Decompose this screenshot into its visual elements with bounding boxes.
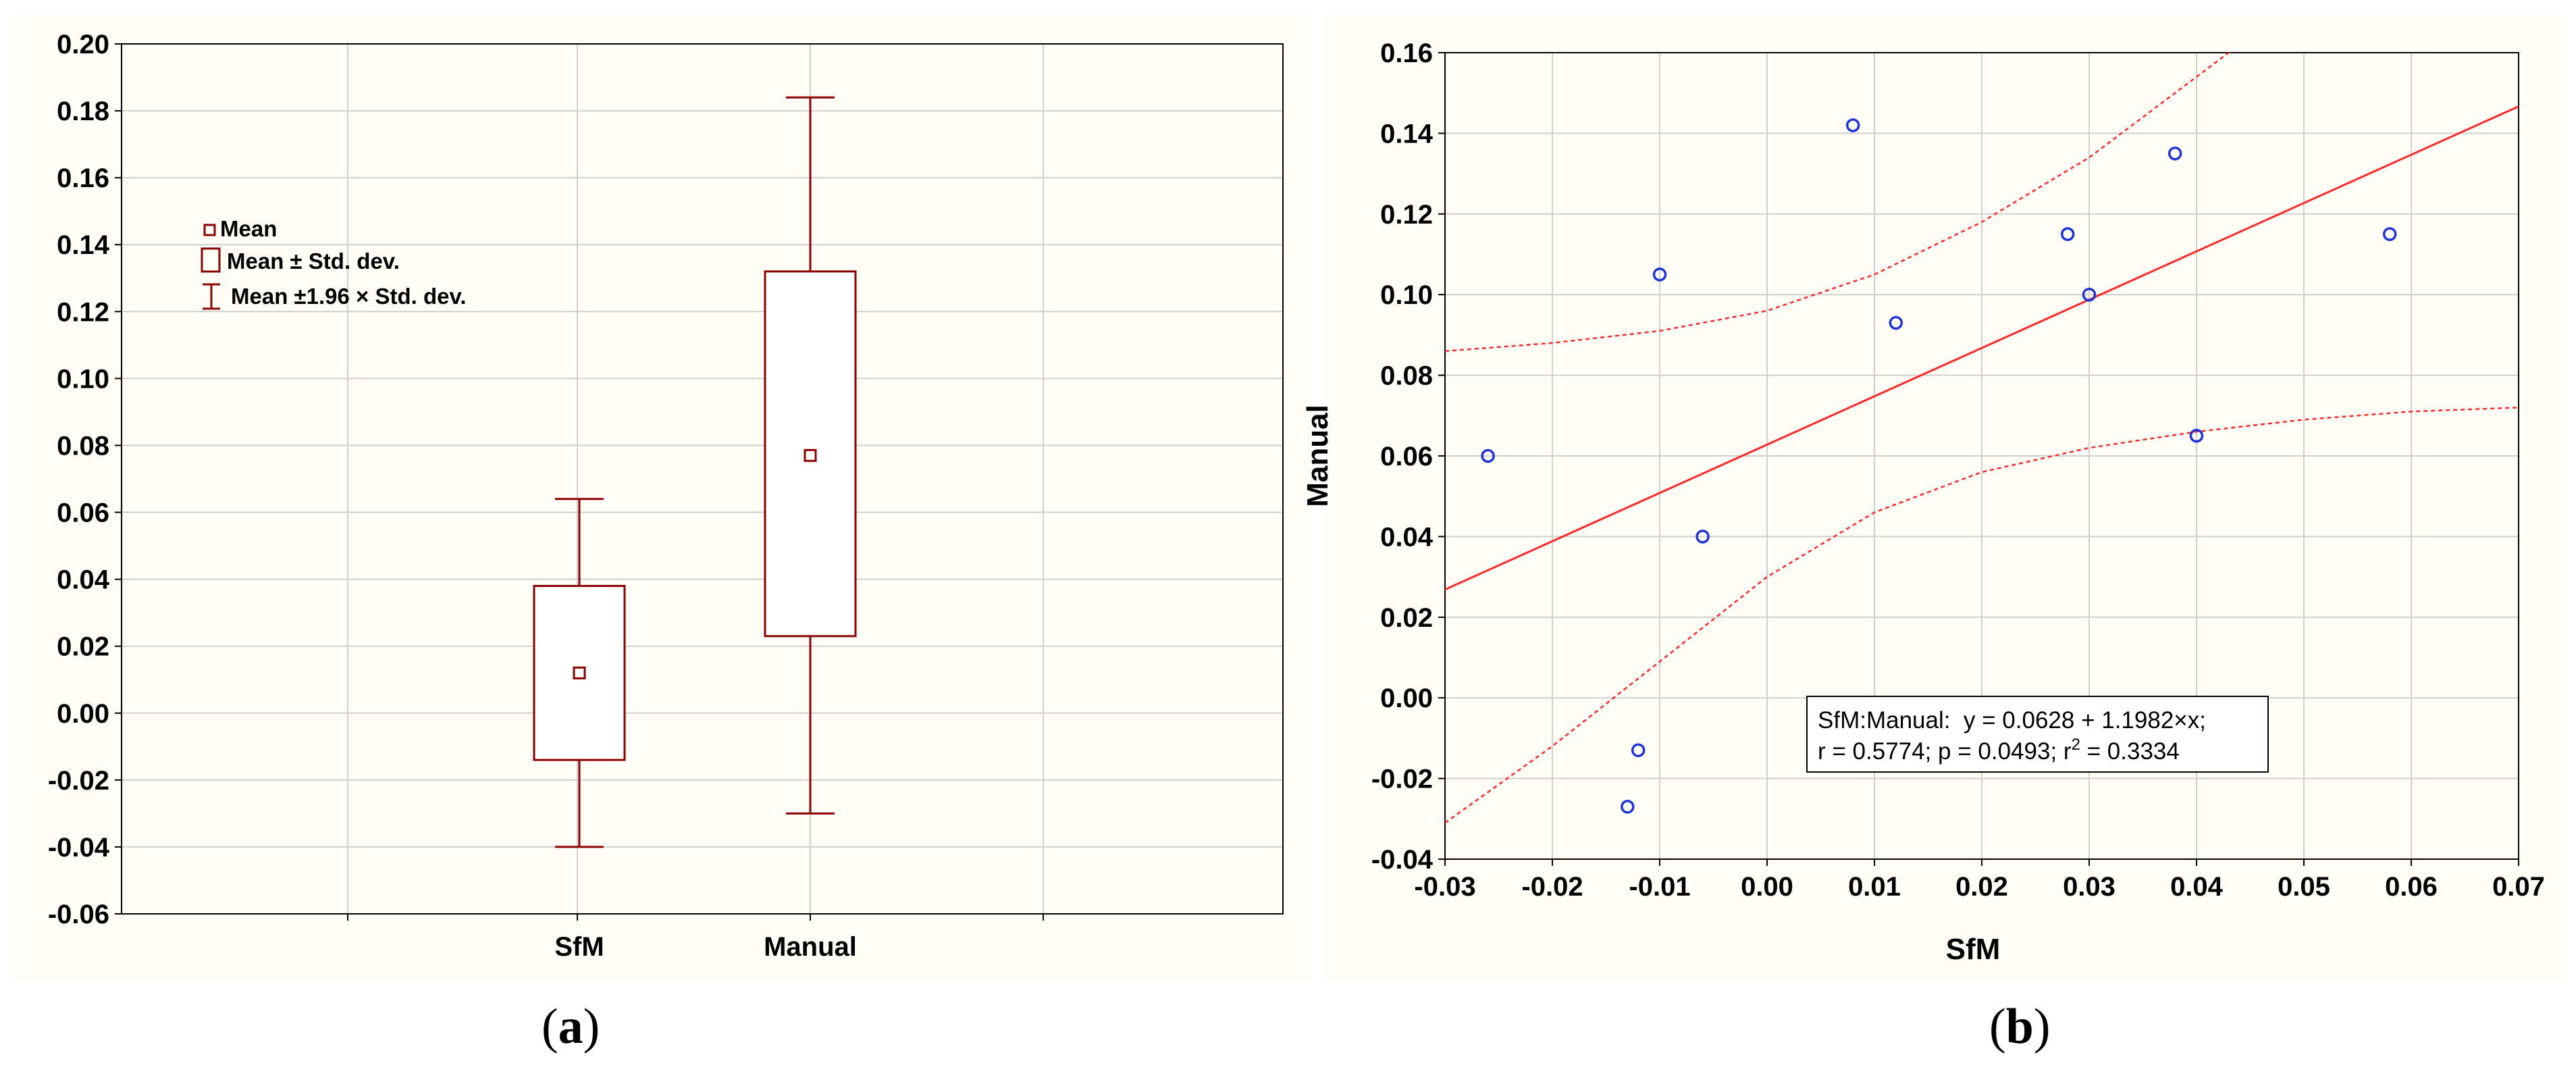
box-manual [764,96,857,815]
panel-b-background [1325,15,2566,979]
regression-line [1445,105,2519,591]
y-tick-label: 0.10 [57,364,109,394]
caption-b-letter: b [2005,999,2034,1054]
annotation-superscript: 2 [2072,736,2080,754]
caption-a-close: ) [583,999,600,1054]
x-tick-label: 0.04 [2170,872,2224,902]
y-tick-label: -0.04 [1371,845,1434,875]
y-tick-label: 0.06 [1380,442,1433,471]
confidence-band-upper [1445,53,2230,353]
scatter-point [2060,227,2075,241]
scatter-point [1696,530,1710,544]
legend-mean-marker [203,224,216,236]
y-tick-label: 0.08 [1380,361,1433,391]
annotation-line-2-suffix: = 0.3334 [2080,738,2180,765]
mean-marker [804,448,817,462]
annotation-line-1: SfM:Manual: y = 0.0628 + 1.1982×x; [1818,707,2206,734]
x-tick-label: -0.01 [1629,872,1690,902]
scatter-x-axis-title: SfM [1946,933,2001,966]
box-plot-legend: Mean Mean ± Std. dev. Mean ±1.96 × Std. … [201,216,467,310]
y-tick-label: 0.18 [57,97,109,126]
x-tick-label: -0.03 [1414,872,1475,902]
sd-box [764,270,857,638]
box-plot-frame [121,43,1284,915]
y-tick-label: 0.12 [1380,200,1433,230]
y-tick-label: -0.02 [48,766,109,796]
x-tick-label: 0.06 [2385,872,2438,902]
mean-marker [573,666,586,679]
panel-a-background [14,15,1311,979]
scatter-point [1631,743,1646,758]
legend-sd-marker [201,247,221,273]
y-tick-label: 0.16 [1380,38,1433,68]
scatter-y-ticks: -0.04 -0.02 0.00 0.02 0.04 0.06 0.08 0.10 0.12 0.… [1371,38,1445,875]
scatter-point [2189,428,2204,443]
regression-annotation: SfM:Manual: y = 0.0628 + 1.1982×x; r = 0… [1806,696,2269,773]
box-plot-y-ticks: -0.06 -0.04 -0.02 0.00 0.02 0.04 0.06 0.08 0.10 0… [48,30,122,929]
annotation-box [1806,696,2269,773]
y-tick-label: 0.14 [57,230,110,260]
legend-sd-label: Mean ± Std. dev. [227,249,400,274]
scatter-point [1652,267,1667,282]
y-tick-label: 0.08 [57,431,109,461]
x-tick-label: 0.02 [1955,872,2008,902]
y-tick-label: 0.06 [57,498,109,528]
y-tick-label: 0.00 [57,699,109,729]
y-tick-label: -0.06 [48,900,109,929]
y-tick-label: 0.20 [57,30,109,59]
y-tick-label: 0.04 [57,565,110,595]
legend-whisker-label: Mean ±1.96 × Std. dev. [231,284,467,309]
legend-mean-label: Mean [220,216,277,241]
box-sfm [533,498,626,848]
caption-b: (b) [1989,998,2050,1056]
y-tick-label: 0.14 [1380,119,1434,149]
x-tick-label: 0.05 [2278,872,2330,902]
scatter-point [1845,118,1860,132]
scatter-point [1481,448,1495,463]
x-category-label: Manual [764,932,857,962]
x-tick-label: 0.07 [2492,872,2545,902]
sd-box [533,585,626,761]
y-tick-label: 0.04 [1380,522,1434,552]
box-plot-x-ticks: SfM Manual [347,914,1044,962]
scatter-point [2082,287,2097,302]
scatter-point [2167,147,2182,161]
scatter-point [2382,227,2397,241]
caption-a: (a) [542,998,600,1056]
scatter-y-axis-title: Manual [1301,405,1334,507]
y-tick-label: 0.00 [1380,684,1433,713]
regression-fit-line [1445,105,2519,591]
box-plot-boxes [533,96,857,848]
box-plot-gridlines [122,43,1283,915]
box-plot-panel: -0.06 -0.04 -0.02 0.00 0.02 0.04 0.06 0.08 0.10 0… [48,30,1284,962]
caption-b-open: ( [1989,999,2006,1054]
scatter-point [1621,800,1635,814]
x-category-label: SfM [554,932,604,962]
x-tick-label: 0.03 [2063,872,2115,902]
caption-b-close: ) [2033,999,2051,1054]
confidence-band [1445,53,2519,824]
x-tick-label: 0.01 [1848,872,1901,902]
x-tick-label: 0.00 [1741,872,1793,902]
annotation-line-2-prefix: r = 0.5774; p = 0.0493; r [1818,738,2072,765]
y-tick-label: 0.12 [57,297,109,327]
caption-a-open: ( [542,999,558,1054]
scatter-x-ticks: -0.03 -0.02 -0.01 0.00 0.01 0.02 0.03 0.04 0.05 0… [1414,859,2545,902]
annotation-line-2: r = 0.5774; p = 0.0493; r2 = 0.3334 [1818,736,2180,765]
scatter-plot-panel: -0.04 -0.02 0.00 0.02 0.04 0.06 0.08 0.10 0.12 0.… [1301,38,2545,966]
y-tick-label: 0.02 [57,632,109,662]
y-tick-label: -0.04 [48,833,110,863]
caption-a-letter: a [558,999,583,1054]
legend-whisker-marker [203,283,220,310]
scatter-points [1481,118,2397,814]
y-tick-label: 0.02 [1380,603,1433,633]
confidence-band-lower [1445,407,2519,824]
y-tick-label: 0.10 [1380,280,1433,310]
scatter-point [1889,315,1903,330]
y-tick-label: -0.02 [1371,765,1433,794]
y-tick-label: 0.16 [57,163,109,193]
x-tick-label: -0.02 [1521,872,1583,902]
